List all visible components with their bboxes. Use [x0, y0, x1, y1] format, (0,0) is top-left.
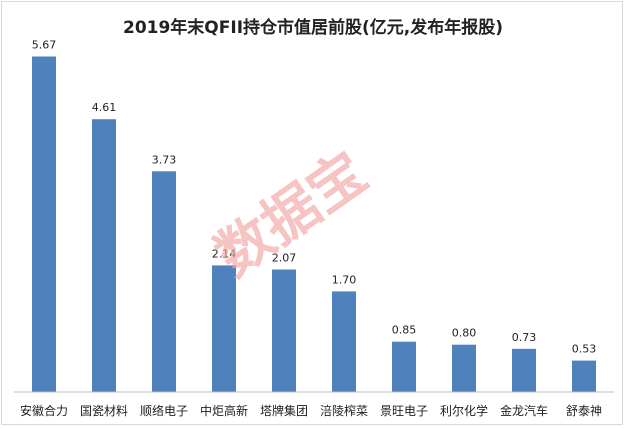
watermark-text: 数据宝: [204, 140, 379, 290]
category-label: 顺络电子: [140, 403, 188, 418]
bar: [32, 56, 56, 392]
bar: [452, 344, 476, 392]
chart-title: 2019年末QFII持仓市值居前股(亿元,发布年报股): [123, 17, 503, 38]
bar: [572, 360, 596, 392]
bar: [392, 341, 416, 392]
category-label: 涪陵榨菜: [320, 403, 368, 418]
bar: [332, 291, 356, 392]
value-labels-group: 5.67 4.61 3.73 2.14 2.07 1.70 0.85 0.80 0.73 0.53: [32, 39, 597, 356]
category-label: 金龙汽车: [500, 403, 548, 418]
data-label: 5.67: [32, 39, 57, 52]
category-label: 利尔化学: [440, 403, 488, 418]
category-label: 塔牌集团: [260, 403, 308, 418]
bar: [212, 265, 236, 392]
category-label: 中炬高新: [200, 403, 248, 418]
data-label: 2.07: [272, 252, 297, 265]
data-label: 0.73: [512, 331, 537, 344]
data-label: 4.61: [92, 101, 117, 114]
bar: [92, 119, 116, 392]
category-label: 舒泰神: [566, 404, 602, 418]
category-labels-group: 安徽合力 国瓷材料 顺络电子 中炬高新 塔牌集团 涪陵榨菜 景旺电子 利尔化学 金龙汽车 舒泰神: [20, 403, 602, 418]
data-label: 3.73: [152, 153, 177, 166]
bar: [272, 269, 296, 392]
data-label: 0.53: [572, 343, 597, 356]
data-label: 0.80: [452, 327, 477, 340]
data-label: 0.85: [392, 324, 417, 337]
category-label: 景旺电子: [380, 404, 428, 418]
bars-group: [32, 56, 596, 392]
category-label: 国瓷材料: [80, 404, 128, 418]
data-label: 1.70: [332, 273, 357, 286]
bar: [152, 171, 176, 392]
bar: [512, 348, 536, 392]
data-label: 2.14: [212, 247, 237, 260]
category-label: 安徽合力: [20, 403, 68, 418]
